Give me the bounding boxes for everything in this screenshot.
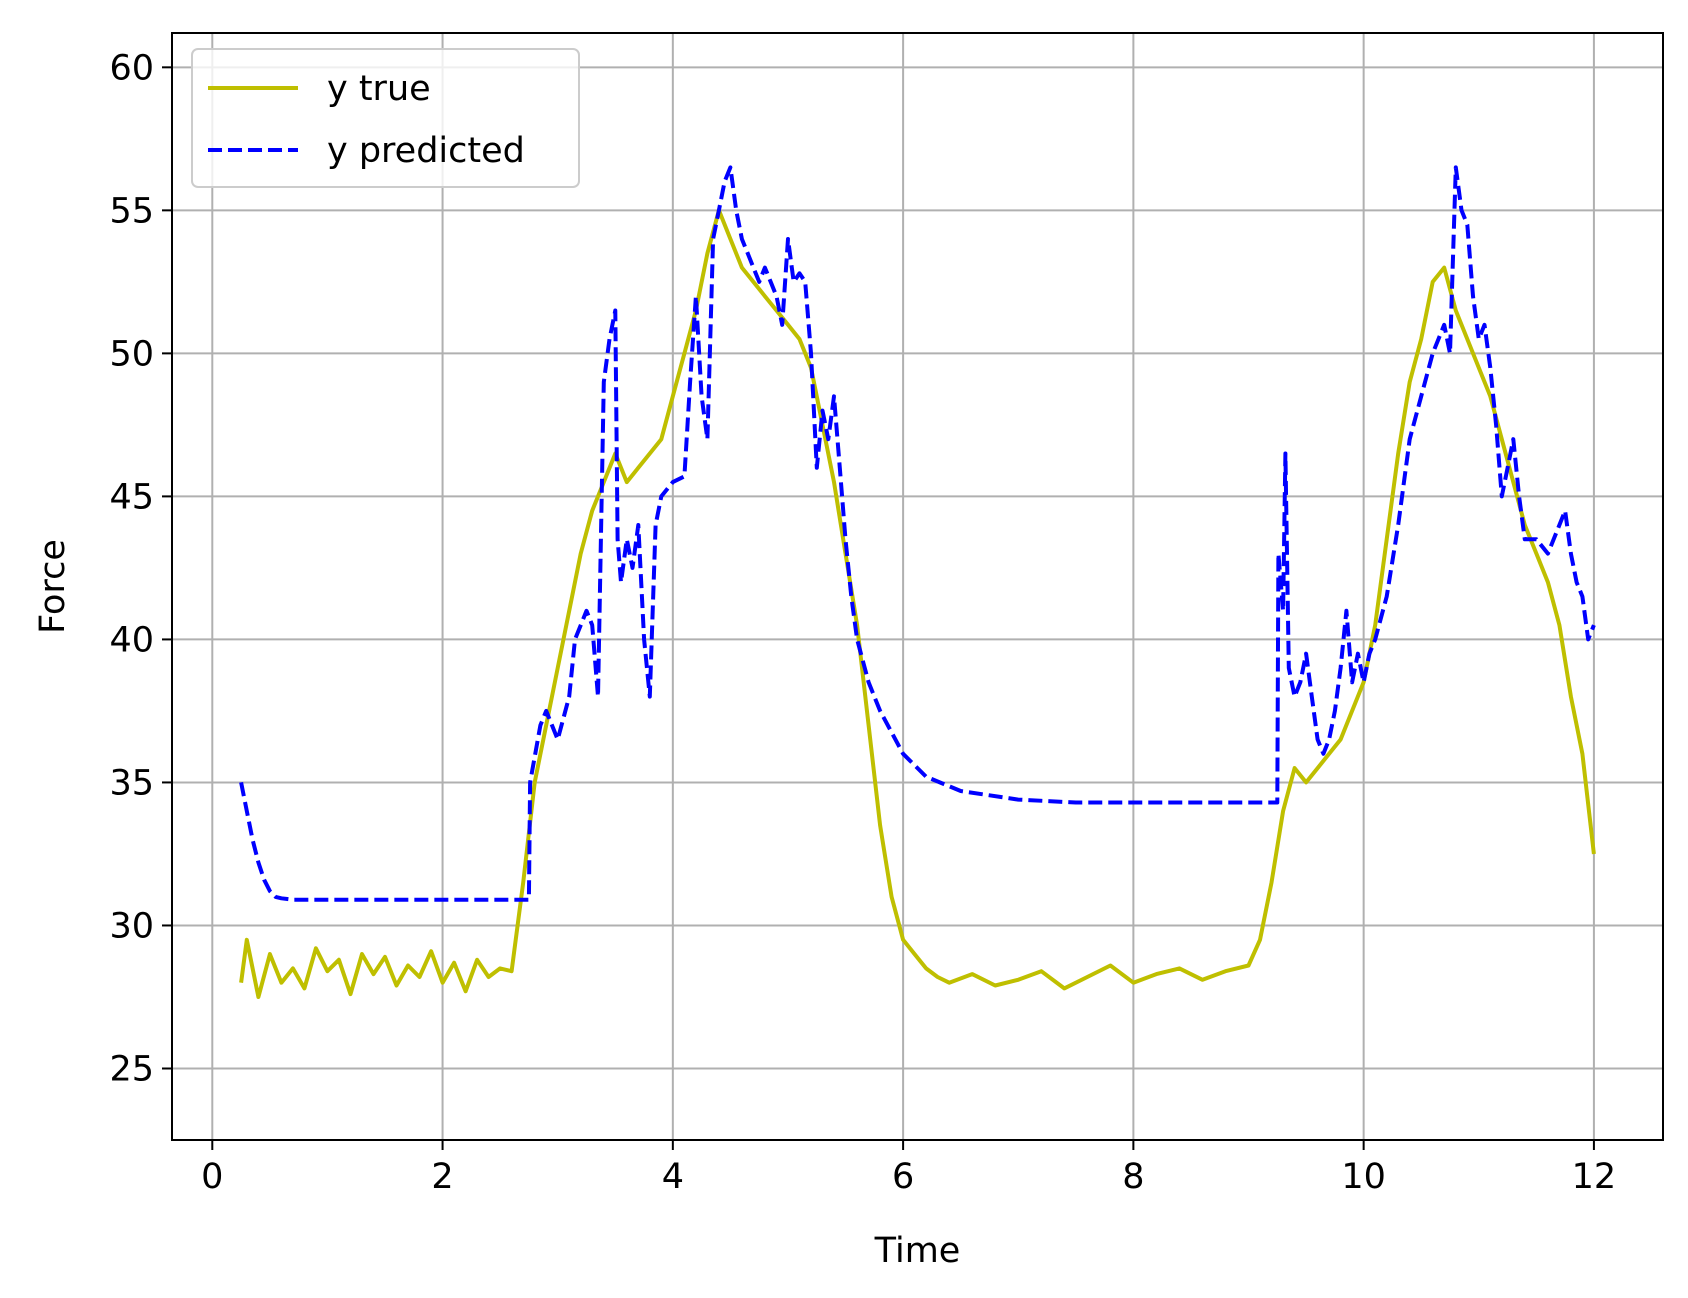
plot-frame: [171, 32, 1664, 1141]
x-tick-label: 2: [431, 1157, 453, 1197]
x-tick-label: 4: [662, 1157, 684, 1197]
y-tick-label: 35: [109, 763, 154, 803]
axis-ticks: 0 2 4 6 8 10 12 25 30 35 40 45 50 55 60: [109, 48, 1616, 1197]
x-tick-label: 12: [1572, 1157, 1617, 1197]
series-layer: [239, 165, 1596, 999]
y-tick-label: 55: [109, 191, 154, 231]
grid: [172, 33, 1663, 1140]
y-tick-label: 45: [109, 477, 154, 517]
y-tick-label: 60: [109, 48, 154, 88]
y-tick-label: 25: [109, 1049, 154, 1089]
x-tick-label: 10: [1341, 1157, 1386, 1197]
legend-label-y-true: y true: [327, 69, 431, 109]
x-axis-title: Time: [874, 1231, 961, 1271]
x-tick-label: 8: [1122, 1157, 1144, 1197]
legend-label-y-predicted: y predicted: [327, 131, 525, 171]
x-tick-label: 6: [892, 1157, 914, 1197]
series-line-y-predicted: [239, 165, 1596, 902]
y-tick-label: 50: [109, 334, 154, 374]
x-tick-label: 0: [201, 1157, 223, 1197]
y-axis-title: Force: [33, 539, 73, 634]
y-tick-label: 40: [109, 620, 154, 660]
legend: y true y predicted: [191, 48, 580, 188]
y-tick-label: 30: [109, 906, 154, 946]
legend-box: [191, 48, 580, 188]
series-line-y-true: [239, 208, 1596, 999]
